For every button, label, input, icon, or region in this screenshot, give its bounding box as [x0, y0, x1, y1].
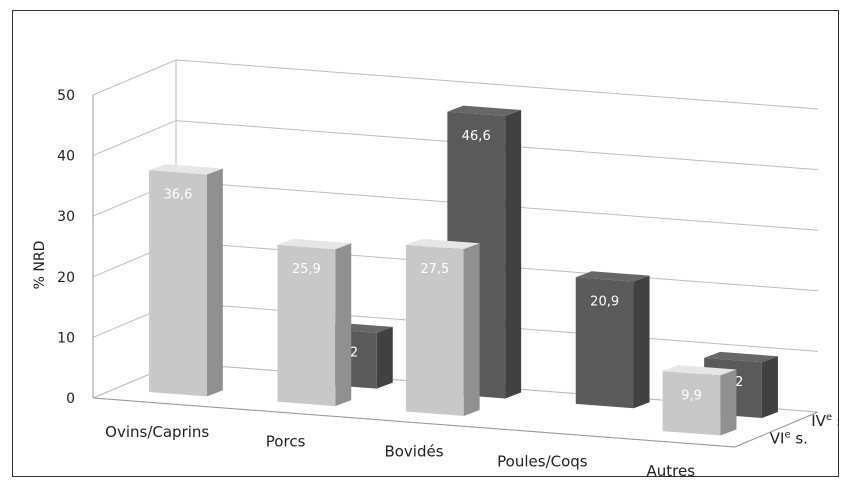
bars: 9,246,620,99,236,625,927,59,9: [149, 105, 778, 436]
y-tick-label: 0: [66, 391, 75, 407]
series-label: VIe s.: [770, 429, 808, 447]
bar-side: [335, 243, 352, 407]
bar-chart-3d: 0 10 20 30 40 50 % NRD Ovins/Caprins Porcs Bovidé…: [12, 10, 849, 480]
y-tick-label: 10: [57, 330, 75, 346]
bar-side: [633, 275, 650, 409]
y-tick-label: 30: [57, 209, 75, 225]
bar-side: [505, 110, 522, 399]
data-label: 27,5: [420, 262, 449, 277]
bar-top: [405, 238, 480, 250]
bar-top: [447, 105, 522, 117]
bar-top: [277, 238, 352, 250]
bar-front: [662, 371, 721, 436]
category-label: Ovins/Caprins: [105, 423, 209, 441]
bar-top: [704, 351, 778, 363]
bar-side: [761, 356, 778, 419]
bar-top: [575, 271, 650, 282]
chart-border: [12, 10, 839, 477]
bar-front: [575, 277, 634, 409]
bar: 25,9: [277, 238, 352, 407]
y-axis-label: % NRD: [32, 241, 48, 290]
category-label: Autres: [647, 462, 696, 477]
bar: 20,9: [575, 271, 650, 409]
bar-side: [463, 243, 480, 416]
data-label: 36,6: [163, 187, 192, 202]
bar: 9,9: [662, 365, 737, 436]
data-label: 20,9: [590, 294, 619, 309]
bar-side: [376, 326, 393, 389]
y-tick-labels: 0 10 20 30 40 50: [57, 88, 75, 407]
data-label: 46,6: [462, 129, 491, 144]
bar-front: [405, 244, 464, 416]
series-label: IVe s.: [811, 412, 839, 430]
bar-side: [720, 369, 737, 436]
bar-top: [662, 365, 737, 376]
depth-axis-line: [734, 411, 819, 448]
data-label: 25,9: [292, 262, 321, 277]
bar: 36,6: [149, 164, 223, 397]
category-label: Bovidés: [384, 443, 443, 461]
series-labels: VIe s.IVe s.: [770, 412, 849, 448]
gridline: [92, 59, 819, 110]
bar-front: [277, 244, 336, 407]
bar-top: [149, 164, 223, 175]
x-tick-labels: Ovins/Caprins Porcs Bovidés Poules/Coqs Autr…: [105, 423, 696, 480]
y-tick-label: 40: [57, 149, 75, 165]
bar: 27,5: [405, 238, 480, 416]
bar-side: [206, 168, 223, 397]
bar-front: [149, 170, 207, 397]
chart-frame: 0 10 20 30 40 50 % NRD Ovins/Caprins Porcs Bovidé…: [12, 10, 849, 480]
y-tick-label: 50: [57, 88, 75, 104]
data-label: 9,9: [681, 388, 702, 403]
category-label: Poules/Coqs: [497, 452, 588, 470]
category-label: Porcs: [266, 433, 306, 451]
y-tick-label: 20: [57, 270, 75, 286]
x-axis-line: [92, 397, 736, 448]
